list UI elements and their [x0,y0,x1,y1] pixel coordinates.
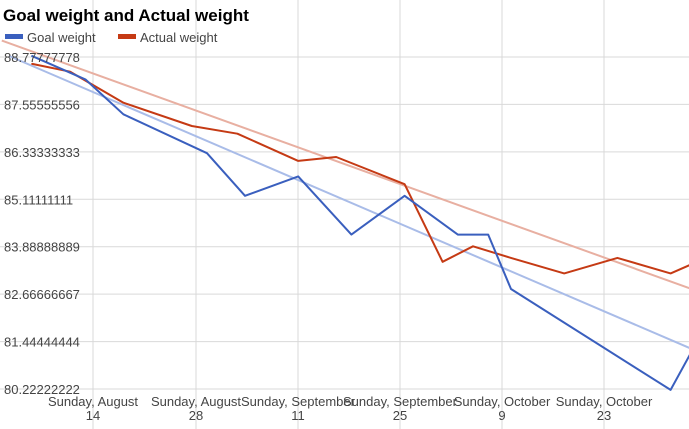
y-axis-ticks: 88.77777778 87.55555556 86.33333333 85.1111… [4,50,80,397]
actual-weight-trendline [1,39,689,290]
y-tick-label: 85.11111111 [4,192,73,207]
trendlines [1,39,689,349]
legend-swatch-actual [118,34,136,39]
legend-label-goal: Goal weight [27,30,96,45]
actual-weight-line [31,62,689,275]
y-tick-label: 88.77777778 [4,50,80,65]
x-tick-label: Sunday, September 11 [241,394,356,423]
y-tick-label: 83.88888889 [4,240,80,255]
y-tick-label: 87.55555556 [4,97,80,112]
x-tick-label: Sunday, September 25 [343,394,458,423]
x-tick-label: Sunday, August 14 [48,394,138,423]
y-tick-label: 82.66666667 [4,287,80,302]
series-lines [31,55,689,391]
legend: Goal weight Actual weight [5,30,218,45]
x-tick-label: Sunday, October 9 [454,394,551,423]
chart-title: Goal weight and Actual weight [3,6,249,25]
legend-swatch-goal [5,34,23,39]
x-tick-label: Sunday, August 28 [151,394,241,423]
goal-weight-trendline [9,55,689,349]
y-tick-label: 80.22222222 [4,382,80,397]
y-tick-label: 81.44444444 [4,335,80,350]
y-tick-label: 86.33333333 [4,145,80,160]
legend-label-actual: Actual weight [140,30,218,45]
x-tick-label: Sunday, October 23 [556,394,653,423]
goal-weight-line [31,55,689,391]
